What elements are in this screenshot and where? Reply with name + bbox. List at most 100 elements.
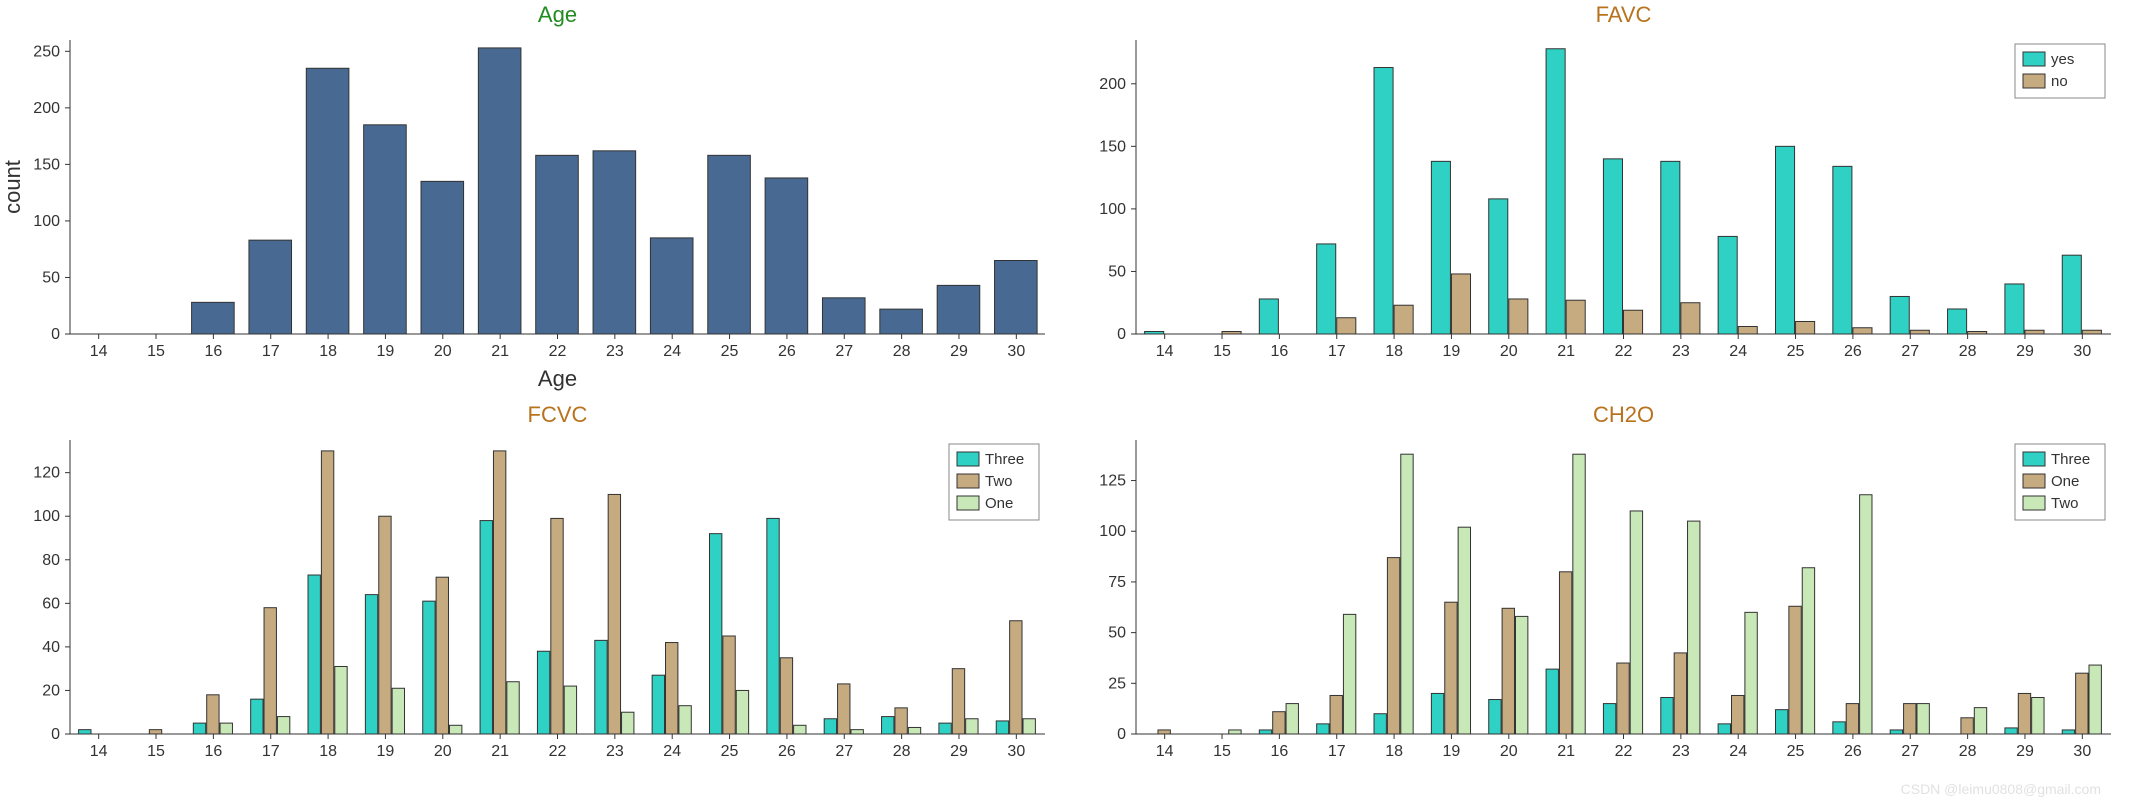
y-tick-label: 25	[1108, 675, 1126, 692]
x-tick-label: 18	[1385, 343, 1403, 360]
x-tick-label: 28	[1958, 743, 1976, 760]
bar	[335, 666, 347, 734]
x-tick-label: 14	[90, 343, 108, 360]
x-tick-label: 22	[1614, 743, 1632, 760]
bar	[1343, 614, 1355, 734]
bar	[1228, 729, 1240, 733]
panel-ch2o: CSDN @leimu0808@gmail.com CH2O0255075100…	[1066, 400, 2131, 799]
x-tick-label: 25	[1786, 343, 1804, 360]
bar	[780, 657, 792, 733]
panel-favc: FAVC050100150200141516171819202122232425…	[1066, 0, 2131, 400]
x-tick-label: 16	[204, 743, 222, 760]
y-tick-label: 150	[1099, 138, 1126, 155]
bar	[1890, 296, 1909, 334]
y-tick-label: 250	[33, 43, 60, 60]
chart-title: CH2O	[1592, 402, 1653, 427]
bar	[2031, 697, 2043, 733]
x-tick-label: 29	[2016, 343, 2034, 360]
bar	[1616, 663, 1628, 734]
bar	[622, 712, 634, 734]
x-tick-label: 23	[606, 743, 624, 760]
y-tick-label: 100	[1099, 201, 1126, 218]
bar	[220, 723, 232, 734]
x-tick-label: 25	[721, 343, 739, 360]
bar	[192, 302, 235, 334]
x-tick-label: 20	[434, 743, 452, 760]
x-tick-label: 15	[1213, 343, 1231, 360]
bar	[321, 450, 333, 733]
legend-label: Two	[2051, 495, 2079, 512]
bar	[1775, 709, 1787, 733]
x-tick-label: 15	[1213, 743, 1231, 760]
bar	[2004, 727, 2016, 733]
legend-label: Two	[985, 473, 1013, 490]
bar	[595, 640, 607, 734]
y-tick-label: 200	[1099, 76, 1126, 93]
bar	[1680, 303, 1699, 334]
bar	[2004, 284, 2023, 334]
x-tick-label: 20	[1499, 743, 1517, 760]
x-axis-label: Age	[538, 366, 577, 391]
bar	[765, 178, 808, 334]
bar	[436, 577, 448, 734]
bar	[1336, 318, 1355, 334]
bar	[379, 516, 391, 734]
bar	[1623, 310, 1642, 334]
bar	[851, 729, 863, 733]
x-tick-label: 18	[319, 743, 337, 760]
y-tick-label: 100	[1099, 523, 1126, 540]
x-tick-label: 23	[606, 343, 624, 360]
bar	[564, 686, 576, 734]
bar	[1674, 652, 1686, 733]
bar	[1832, 166, 1851, 334]
x-tick-label: 24	[1729, 743, 1747, 760]
bar	[937, 285, 980, 334]
x-tick-label: 17	[1327, 343, 1345, 360]
bar	[966, 718, 978, 733]
bar	[1916, 703, 1928, 733]
bar	[1374, 68, 1393, 334]
x-tick-label: 14	[90, 743, 108, 760]
x-tick-label: 14	[1155, 343, 1173, 360]
bar	[207, 694, 219, 733]
x-tick-label: 16	[1270, 743, 1288, 760]
chart-age: Age0501001502002501415161718192021222324…	[0, 0, 1065, 399]
bar	[824, 718, 836, 733]
x-tick-label: 22	[1614, 343, 1632, 360]
bar	[1157, 729, 1169, 733]
legend-swatch	[957, 496, 979, 510]
x-tick-label: 21	[491, 743, 509, 760]
bar	[1259, 729, 1271, 733]
bar	[1731, 695, 1743, 734]
x-tick-label: 20	[434, 343, 452, 360]
bar	[2062, 729, 2074, 733]
bar	[608, 494, 620, 734]
bar	[251, 699, 263, 734]
x-tick-label: 19	[377, 743, 395, 760]
bar	[2062, 255, 2081, 334]
bar	[1795, 321, 1814, 334]
bar	[1394, 305, 1413, 334]
bar	[794, 725, 806, 734]
bar	[1738, 326, 1757, 334]
x-tick-label: 14	[1155, 743, 1173, 760]
bar	[708, 155, 751, 334]
legend-swatch	[957, 474, 979, 488]
bar	[364, 125, 407, 334]
bar	[264, 607, 276, 733]
legend-label: no	[2051, 73, 2068, 90]
bar	[996, 720, 1008, 733]
legend-label: Three	[985, 451, 1024, 468]
bar	[2089, 665, 2101, 734]
x-tick-label: 19	[1442, 743, 1460, 760]
bar	[1890, 729, 1902, 733]
bar	[650, 238, 693, 334]
bar	[493, 450, 505, 733]
bar	[149, 729, 161, 733]
bar	[478, 48, 521, 334]
bar	[1603, 703, 1615, 733]
bar	[895, 707, 907, 733]
bar	[767, 518, 779, 734]
bar	[1775, 146, 1794, 334]
x-tick-label: 23	[1671, 343, 1689, 360]
